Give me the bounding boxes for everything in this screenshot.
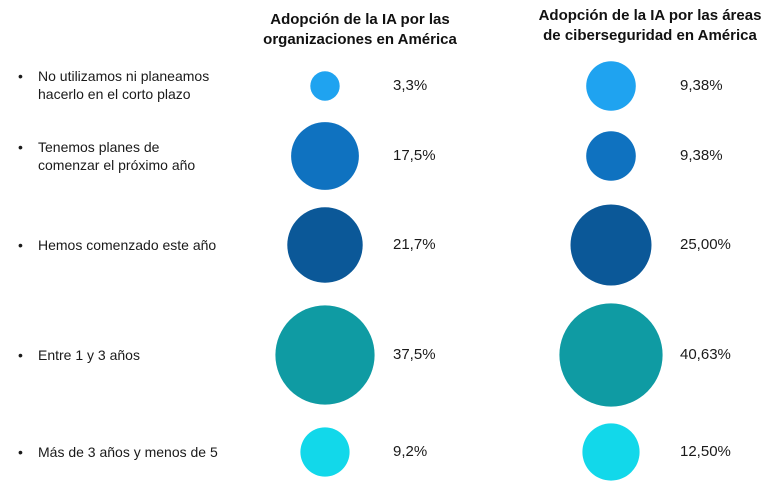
value-label-series-2-row-4: 40,63% [680, 346, 731, 363]
bubble-series-2-row-1 [586, 61, 636, 111]
value-label-series-2-row-5: 12,50% [680, 443, 731, 460]
value-label-series-1-row-1: 3,3% [393, 77, 428, 94]
bubble-series-1-row-2 [291, 122, 359, 190]
bullet: • [18, 347, 23, 363]
title-line-1: Adopción de la IA por las [270, 11, 450, 28]
category-label-this-year: • Hemos comenzado este año [18, 236, 248, 254]
bubble-series-1-row-5 [300, 427, 350, 477]
chart-title-organizations: Adopción de la IA por las organizaciones… [250, 10, 470, 50]
value-label-series-1-row-4: 37,5% [393, 346, 436, 363]
category-line-1: Más de 3 años y menos de 5 [38, 444, 218, 460]
category-label-no-plans: • No utilizamos ni planeamos hacerlo en … [18, 67, 248, 103]
value-label-series-2-row-3: 25,00% [680, 236, 731, 253]
title-line-2: de ciberseguridad en América [543, 27, 757, 44]
title-line-2: organizaciones en América [263, 31, 457, 48]
category-line-2: hacerlo en el corto plazo [38, 86, 191, 102]
category-line-1: Hemos comenzado este año [38, 237, 217, 253]
bullet: • [18, 237, 23, 253]
bubble-series-1-row-3 [287, 207, 363, 283]
chart-title-cybersecurity: Adopción de la IA por las áreas de ciber… [530, 6, 770, 46]
category-label-3-5-years: • Más de 3 años y menos de 5 [18, 443, 248, 461]
bubble-series-2-row-5 [582, 423, 640, 481]
category-label-next-year: • Tenemos planes de comenzar el próximo … [18, 138, 248, 174]
bullet: • [18, 444, 23, 460]
bubble-series-1-row-4 [275, 305, 375, 405]
bubble-series-2-row-4 [559, 303, 663, 407]
bubble-series-2-row-3 [570, 204, 652, 286]
bubble-series-2-row-2 [586, 131, 636, 181]
category-line-1: Entre 1 y 3 años [38, 347, 140, 363]
category-line-1: No utilizamos ni planeamos [38, 68, 210, 84]
title-line-1: Adopción de la IA por las áreas [538, 7, 762, 24]
value-label-series-1-row-2: 17,5% [393, 147, 436, 164]
category-label-1-3-years: • Entre 1 y 3 años [18, 346, 248, 364]
value-label-series-2-row-2: 9,38% [680, 147, 723, 164]
bullet: • [18, 68, 23, 84]
category-line-2: comenzar el próximo año [38, 157, 196, 173]
value-label-series-1-row-5: 9,2% [393, 443, 428, 460]
value-label-series-2-row-1: 9,38% [680, 77, 723, 94]
bubble-series-1-row-1 [310, 71, 340, 101]
category-line-1: Tenemos planes de [38, 139, 160, 155]
value-label-series-1-row-3: 21,7% [393, 236, 436, 253]
bullet: • [18, 139, 23, 155]
